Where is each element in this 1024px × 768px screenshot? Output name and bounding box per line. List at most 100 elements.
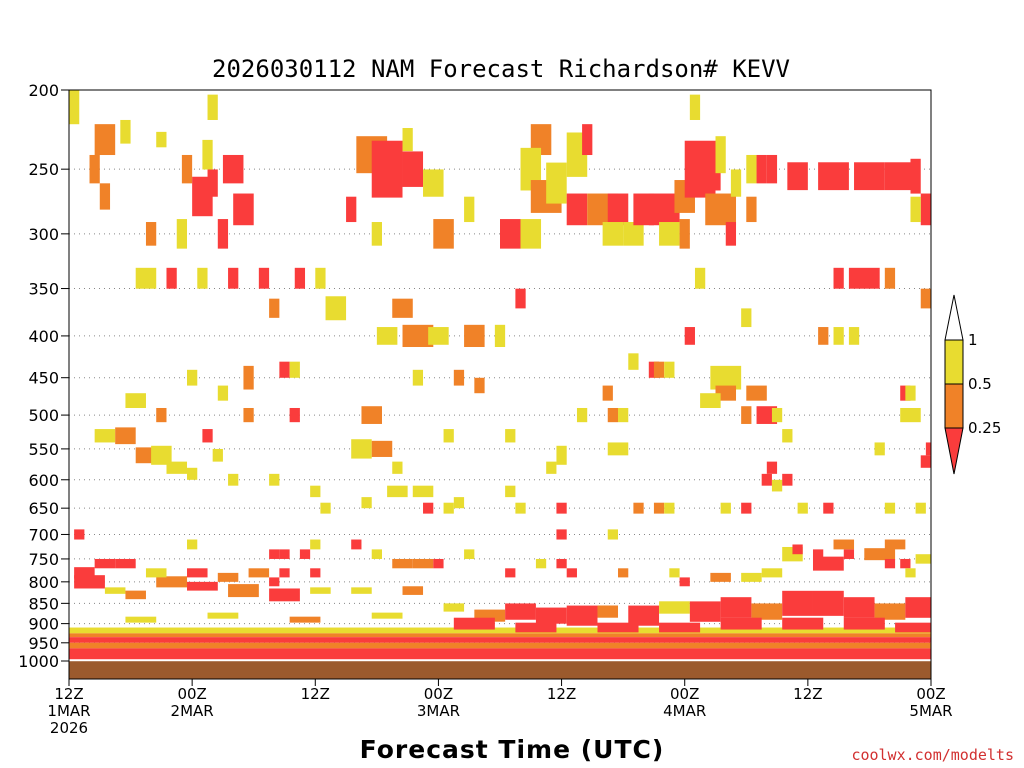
x-tick-label: 5MAR — [909, 702, 952, 720]
cell-red — [228, 267, 239, 289]
lower-cell-yellow — [351, 587, 372, 594]
cell-yellow — [664, 502, 675, 514]
cell-orange — [705, 193, 737, 226]
cell-yellow — [710, 365, 742, 390]
cell-yellow — [576, 407, 588, 423]
y-tick-label: 550 — [28, 440, 59, 459]
cell-orange — [746, 196, 757, 223]
x-axis-label: Forecast Time (UTC) — [360, 735, 665, 764]
y-tick-label: 400 — [28, 327, 59, 346]
band-orange — [69, 642, 931, 649]
lower-cell-orange — [751, 603, 783, 620]
cell-orange — [653, 502, 665, 514]
cell-red — [920, 193, 931, 226]
cell-yellow — [602, 222, 624, 246]
cell-orange — [361, 406, 382, 424]
cell-orange — [453, 369, 465, 386]
cell-red — [792, 544, 803, 555]
cell-red — [756, 406, 778, 424]
cell-red — [233, 193, 254, 226]
y-tick-label: 650 — [28, 499, 59, 518]
x-tick-label: 00Z — [424, 685, 453, 703]
cell-yellow — [494, 324, 506, 348]
cell-red — [848, 267, 880, 289]
lower-cell-red — [782, 617, 824, 630]
cell-yellow — [428, 327, 449, 345]
y-tick-label: 500 — [28, 406, 59, 425]
cell-yellow — [69, 90, 80, 125]
cell-red — [566, 568, 577, 578]
cell-yellow — [120, 119, 131, 144]
y-tick-label: 750 — [28, 550, 59, 569]
cell-yellow — [900, 407, 921, 423]
lower-cell-red — [505, 603, 536, 620]
cell-yellow — [715, 136, 726, 174]
lower-cell-orange — [156, 576, 188, 588]
lower-cell-yellow — [207, 612, 239, 619]
cell-yellow — [464, 196, 475, 223]
cell-yellow — [371, 549, 382, 559]
cell-yellow — [700, 393, 721, 408]
cell-yellow — [628, 353, 639, 370]
cell-yellow — [874, 442, 885, 456]
y-tick-label: 1000 — [18, 652, 59, 671]
cell-yellow — [520, 147, 542, 191]
y-tick-label: 800 — [28, 573, 59, 592]
cell-yellow — [771, 407, 783, 423]
x-tick-label: 00Z — [177, 685, 206, 703]
legend-top-arrow — [944, 294, 964, 341]
cell-yellow — [412, 369, 424, 386]
cell-red — [741, 502, 752, 514]
cell-red — [812, 556, 844, 571]
cell-red — [258, 267, 270, 289]
cell-orange — [818, 327, 829, 345]
lower-cell-yellow — [104, 587, 126, 594]
cell-red — [812, 549, 824, 559]
cell-red — [823, 502, 834, 514]
lower-cell-red — [812, 590, 844, 616]
cell-yellow — [720, 502, 731, 514]
cell-yellow — [166, 461, 188, 474]
cell-orange — [115, 427, 136, 445]
cell-red — [202, 429, 213, 443]
lower-cell-red — [535, 607, 567, 624]
cell-red — [269, 577, 280, 587]
cell-red — [505, 568, 516, 578]
cell-yellow — [782, 429, 793, 443]
cell-yellow — [746, 154, 757, 184]
plot-frame — [68, 89, 932, 680]
cell-yellow — [151, 445, 172, 465]
band-red — [69, 637, 931, 643]
cell-yellow — [741, 308, 752, 328]
cell-red — [925, 442, 931, 456]
cell-yellow — [520, 219, 542, 249]
cell-red — [74, 567, 95, 579]
x-tick-label: 4MAR — [663, 702, 706, 720]
cell-yellow — [361, 497, 372, 509]
cell-orange — [392, 558, 413, 569]
lower-cell-red — [597, 622, 639, 633]
cell-yellow — [376, 327, 398, 345]
cell-red — [279, 549, 290, 559]
cell-yellow — [546, 461, 557, 474]
lower-cell-orange — [228, 584, 259, 598]
cell-yellow — [392, 461, 403, 474]
cell-yellow — [269, 473, 280, 486]
cell-red — [756, 154, 767, 184]
lower-cell-yellow — [659, 601, 690, 614]
lower-cell-orange — [597, 605, 619, 618]
lower-cell-orange — [125, 590, 146, 600]
cell-yellow — [320, 502, 331, 514]
cell-yellow — [741, 572, 762, 582]
x-tick-label: 2MAR — [171, 702, 214, 720]
cell-yellow — [315, 267, 326, 289]
cell-yellow — [94, 429, 116, 443]
cell-red — [920, 455, 931, 468]
cell-red — [279, 568, 290, 578]
cell-yellow — [761, 568, 783, 578]
cell-red — [766, 154, 778, 184]
cell-yellow — [915, 502, 926, 514]
lower-cell-red — [689, 601, 721, 622]
cell-yellow — [535, 558, 547, 569]
